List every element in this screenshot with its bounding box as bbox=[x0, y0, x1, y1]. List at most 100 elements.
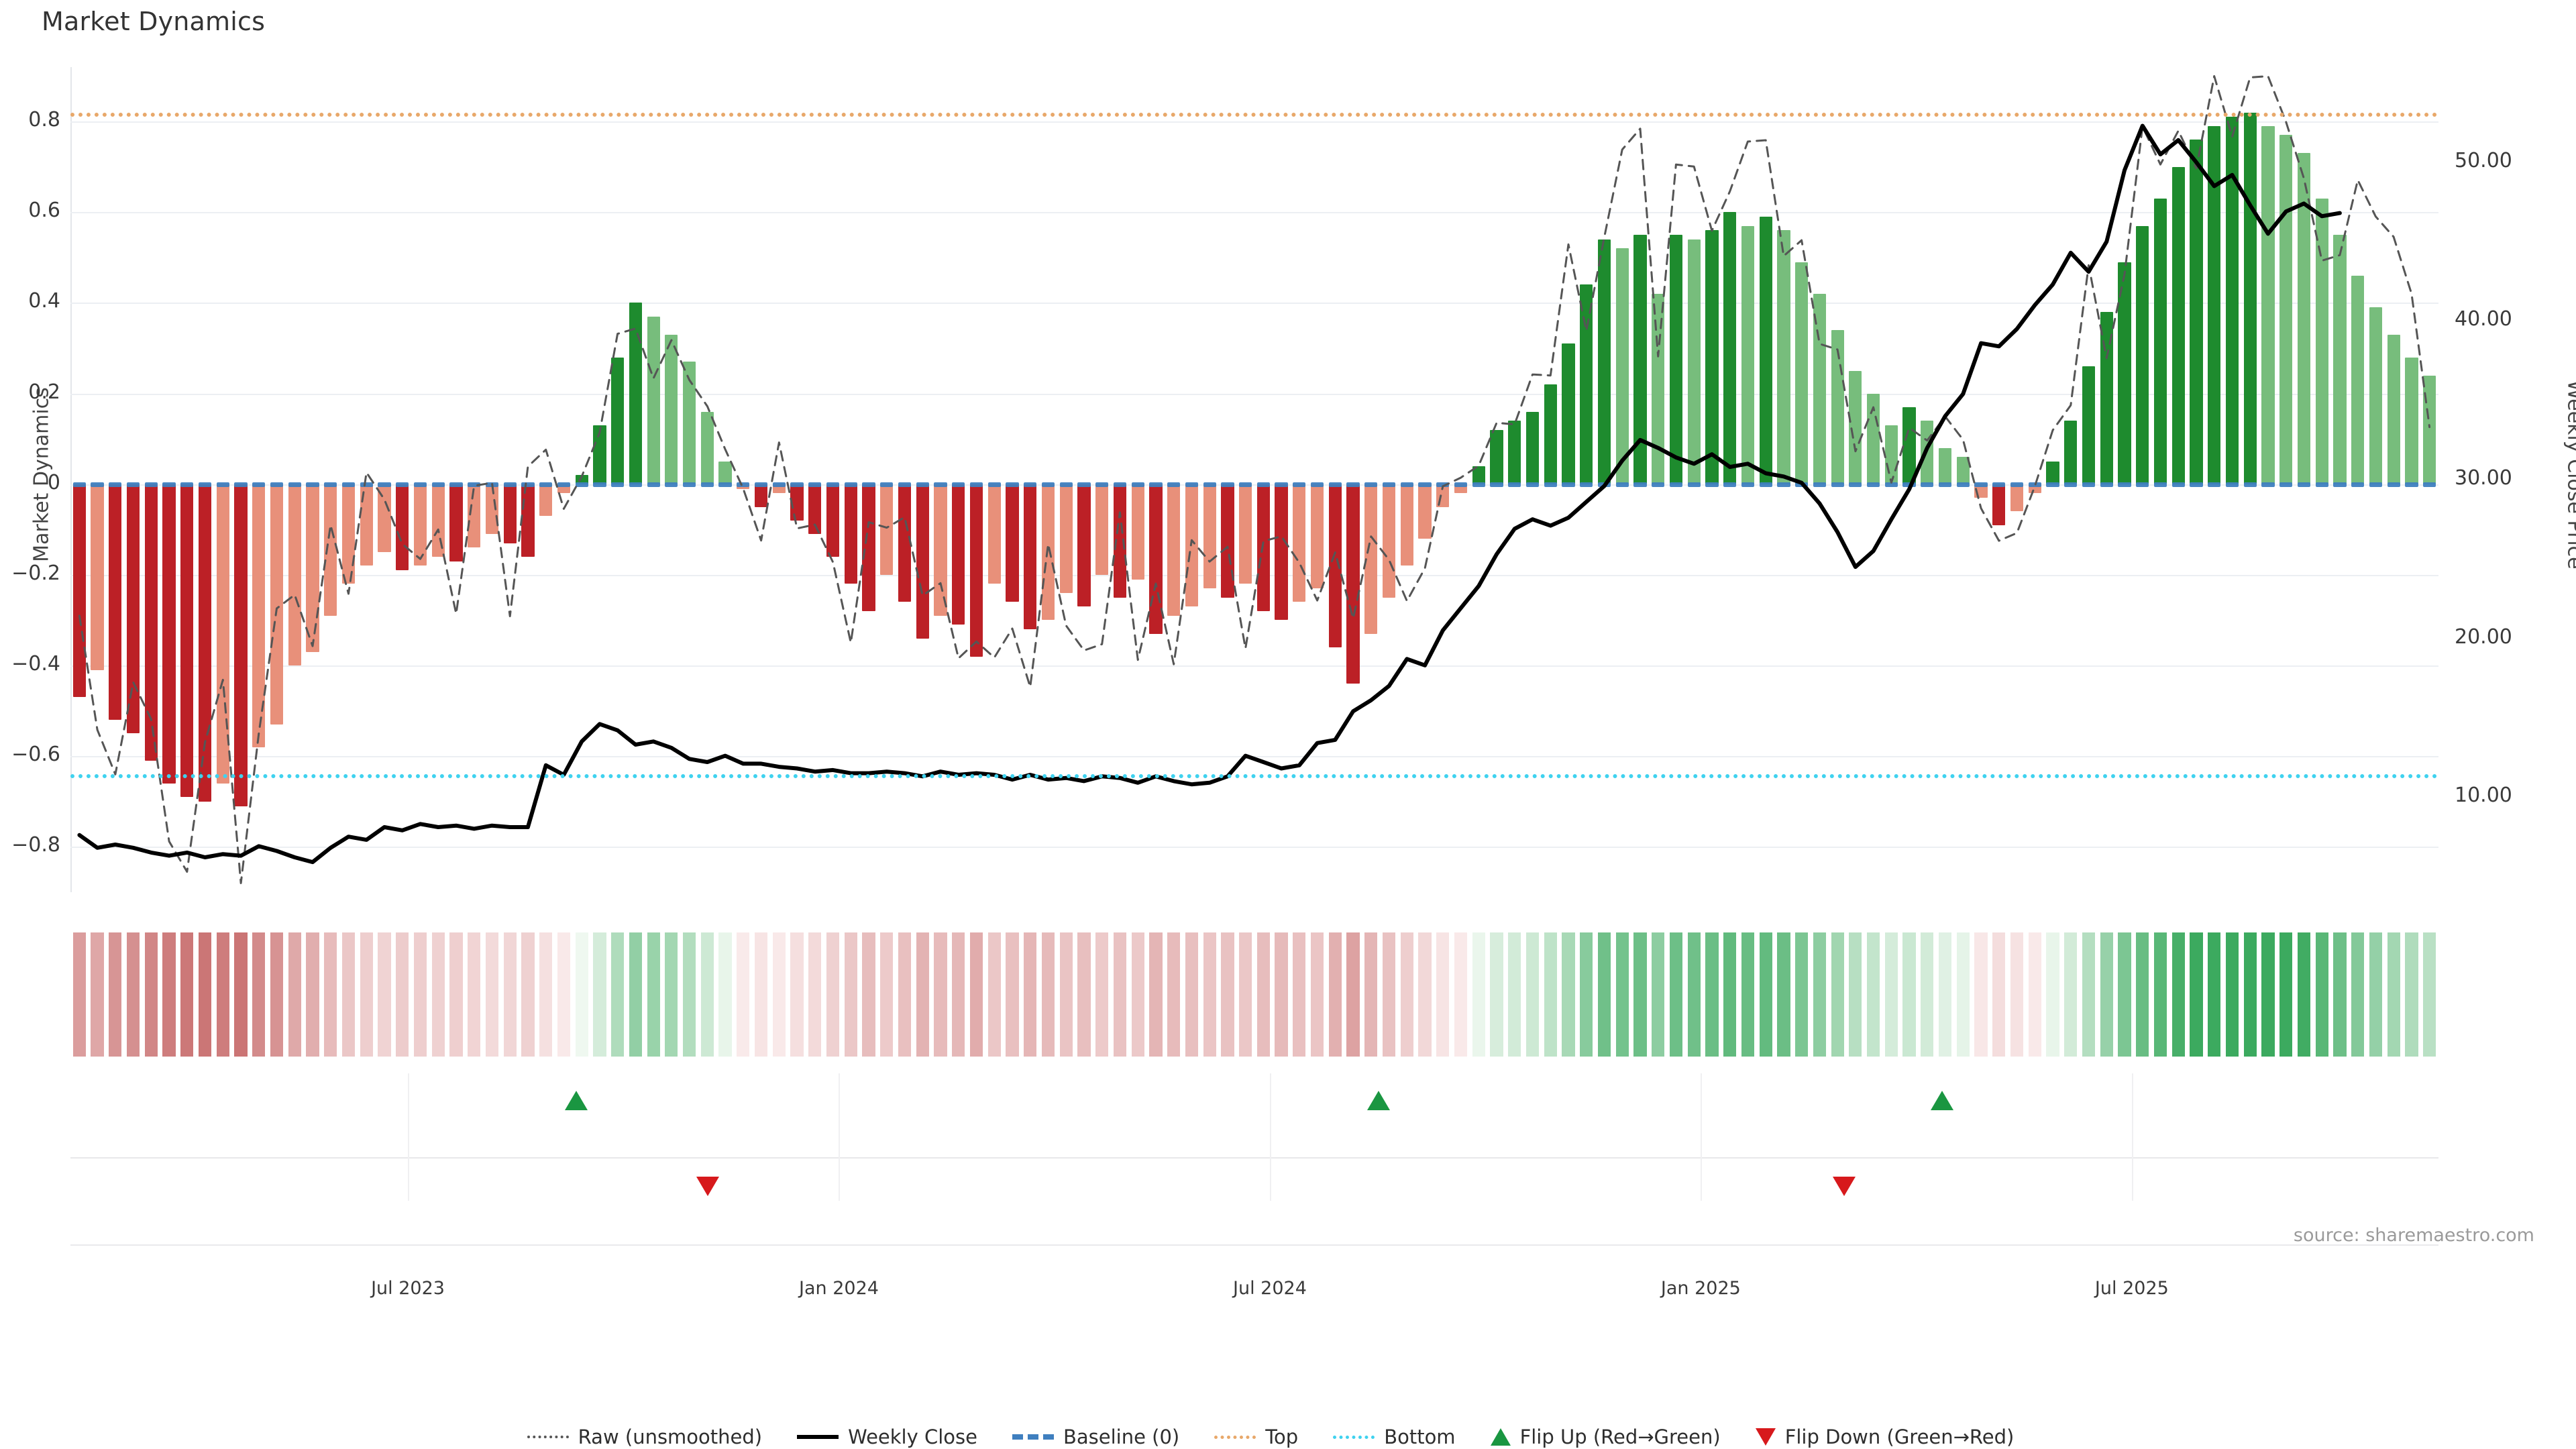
heatmap-cell bbox=[575, 932, 588, 1057]
gridline bbox=[70, 574, 2438, 576]
legend-item[interactable]: Baseline (0) bbox=[1012, 1426, 1179, 1448]
flip-band-vertical-gridline bbox=[1701, 1073, 1703, 1201]
legend-item[interactable]: Bottom bbox=[1333, 1426, 1456, 1448]
heatmap-cell bbox=[2423, 932, 2436, 1057]
market-dynamics-bar bbox=[1705, 230, 1719, 484]
market-dynamics-bar bbox=[2136, 225, 2149, 484]
market-dynamics-bar bbox=[880, 484, 894, 575]
baseline-dash bbox=[1418, 482, 1432, 487]
market-dynamics-bar bbox=[1239, 484, 1252, 584]
heatmap-cell bbox=[790, 932, 804, 1057]
heatmap-cell bbox=[252, 932, 266, 1057]
baseline-dash bbox=[1849, 482, 1862, 487]
legend-item[interactable]: Flip Up (Red→Green) bbox=[1490, 1426, 1721, 1448]
triangle-up-green-icon bbox=[1490, 1428, 1511, 1446]
market-dynamics-bar bbox=[1992, 484, 2006, 525]
dotted-line-cyan-icon bbox=[1333, 1435, 1375, 1439]
dotted-line-orange-icon bbox=[1214, 1435, 1256, 1439]
heatmap-cell bbox=[1992, 932, 2006, 1057]
baseline-dash bbox=[1221, 482, 1234, 487]
market-dynamics-bar bbox=[969, 484, 983, 657]
baseline-dash bbox=[682, 482, 696, 487]
market-dynamics-bar bbox=[916, 484, 929, 639]
market-dynamics-bar bbox=[180, 484, 194, 798]
market-dynamics-bar bbox=[1077, 484, 1091, 607]
x-axis-tick-label: Jan 2025 bbox=[1660, 1278, 1741, 1299]
baseline-dash bbox=[216, 482, 229, 487]
baseline-dash bbox=[2225, 482, 2239, 487]
heatmap-cell bbox=[1938, 932, 1952, 1057]
legend-item[interactable]: Weekly Close bbox=[797, 1426, 977, 1448]
market-dynamics-bar bbox=[1615, 248, 1629, 484]
x-axis-tick-label: Jan 2024 bbox=[799, 1278, 879, 1299]
heatmap-cell bbox=[341, 932, 356, 1057]
baseline-dash bbox=[1024, 482, 1037, 487]
flip-band-vertical-gridline bbox=[2131, 1073, 2133, 1201]
baseline-dash bbox=[324, 482, 337, 487]
left-axis-spine bbox=[70, 67, 72, 892]
baseline-dash bbox=[72, 482, 86, 487]
heatmap-cell bbox=[1884, 932, 1898, 1057]
heatmap-cell bbox=[1687, 932, 1701, 1057]
flip-up-marker-icon[interactable] bbox=[564, 1091, 588, 1110]
heatmap-cell bbox=[2387, 932, 2400, 1057]
heatmap-cell bbox=[1310, 932, 1324, 1057]
market-dynamics-bar bbox=[270, 484, 284, 724]
heatmap-cell bbox=[1956, 932, 1970, 1057]
left-axis-tick-label: 0.2 bbox=[28, 380, 60, 404]
market-dynamics-bar bbox=[682, 362, 696, 484]
baseline-dash bbox=[2190, 482, 2203, 487]
baseline-dash bbox=[2153, 482, 2167, 487]
heatmap-cell bbox=[1615, 932, 1629, 1057]
baseline-dash bbox=[503, 482, 517, 487]
baseline-dash bbox=[2100, 482, 2113, 487]
heatmap-cell bbox=[431, 932, 445, 1057]
market-dynamics-bar bbox=[575, 475, 588, 484]
market-dynamics-bar bbox=[144, 484, 158, 761]
market-dynamics-bar bbox=[1095, 484, 1109, 575]
baseline-dash bbox=[2010, 482, 2024, 487]
flip-up-marker-icon[interactable] bbox=[1931, 1091, 1954, 1110]
baseline-dash bbox=[1293, 482, 1306, 487]
market-dynamics-bar bbox=[844, 484, 857, 584]
market-dynamics-bar bbox=[1418, 484, 1432, 539]
heatmap-cell bbox=[234, 932, 248, 1057]
baseline-dash bbox=[2315, 482, 2328, 487]
market-dynamics-bar bbox=[1669, 235, 1683, 484]
heatmap-cell bbox=[1221, 932, 1234, 1057]
market-dynamics-bar bbox=[1256, 484, 1270, 611]
heatmap-cell bbox=[682, 932, 696, 1057]
flip-up-marker-icon[interactable] bbox=[1367, 1091, 1391, 1110]
flip-down-marker-icon[interactable] bbox=[696, 1177, 719, 1196]
market-dynamics-bar bbox=[449, 484, 463, 561]
heatmap-cell bbox=[1149, 932, 1163, 1057]
heatmap-cell bbox=[468, 932, 481, 1057]
line-overlay bbox=[77, 75, 2431, 884]
heatmap-cell bbox=[1866, 932, 1880, 1057]
heatmap-cell bbox=[1723, 932, 1737, 1057]
baseline-dash bbox=[718, 482, 732, 487]
baseline-dash bbox=[665, 482, 678, 487]
baseline-dash bbox=[198, 482, 212, 487]
heatmap-cell bbox=[162, 932, 176, 1057]
heatmap-cell bbox=[1041, 932, 1055, 1057]
heatmap-cell bbox=[1490, 932, 1503, 1057]
legend-item[interactable]: Flip Down (Green→Red) bbox=[1755, 1426, 2014, 1448]
market-dynamics-bar bbox=[198, 484, 212, 802]
legend-item[interactable]: Top bbox=[1214, 1426, 1298, 1448]
flip-down-marker-icon[interactable] bbox=[1832, 1177, 1856, 1196]
market-dynamics-bar bbox=[1813, 293, 1826, 484]
baseline-dash bbox=[934, 482, 947, 487]
market-dynamics-bar bbox=[503, 484, 517, 543]
market-dynamics-bar bbox=[1687, 239, 1701, 484]
baseline-dash bbox=[593, 482, 606, 487]
heatmap-cell bbox=[2190, 932, 2203, 1057]
market-dynamics-bar bbox=[1597, 239, 1611, 484]
left-axis-tick-label: 0.4 bbox=[28, 289, 60, 313]
baseline-dash bbox=[1759, 482, 1772, 487]
heatmap-cell bbox=[665, 932, 678, 1057]
legend-item[interactable]: Raw (unsmoothed) bbox=[527, 1426, 762, 1448]
market-dynamics-bar bbox=[324, 484, 337, 616]
market-dynamics-bar bbox=[360, 484, 373, 566]
baseline-dash bbox=[144, 482, 158, 487]
